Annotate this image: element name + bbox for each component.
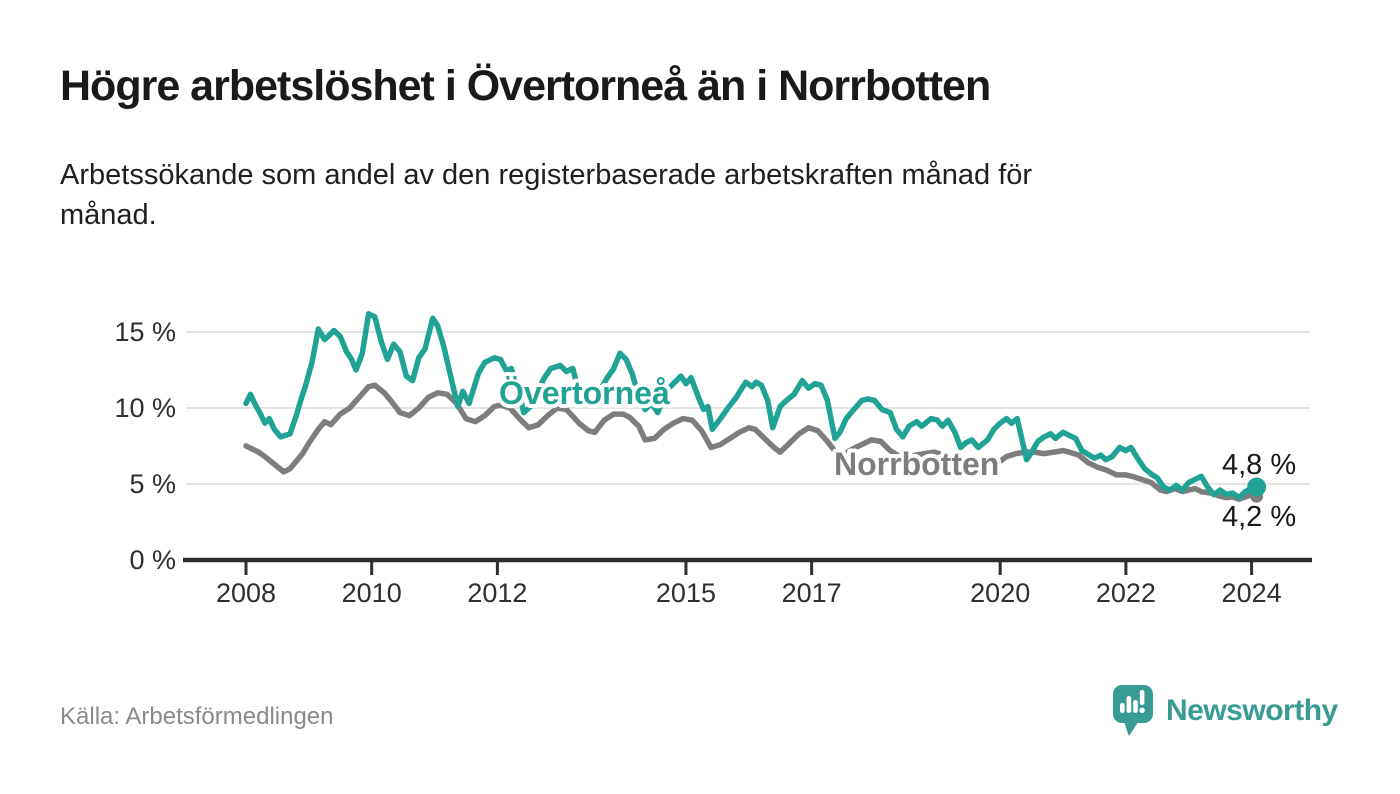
y-tick-label: 5 % xyxy=(129,469,176,499)
subtitle-line-2: månad. xyxy=(60,199,157,232)
x-tick-label: 2012 xyxy=(467,578,527,608)
y-tick-label: 0 % xyxy=(129,545,176,575)
y-tick-label: 15 % xyxy=(114,317,176,347)
bar-1 xyxy=(1120,703,1125,713)
overtornea-end-value-label: 4,8 % xyxy=(1222,449,1296,481)
x-tick-label: 2022 xyxy=(1096,578,1156,608)
norrbotten-series-label: Norrbotten xyxy=(834,446,999,482)
brand-wordmark: Newsworthy xyxy=(1166,694,1338,727)
exclamation-bar xyxy=(1139,690,1145,705)
y-axis-labels: 0 % 5 % 10 % 15 % xyxy=(114,317,176,575)
chart-subtitle: Arbetssökande som andel av den registerb… xyxy=(60,155,1300,235)
x-tick-label: 2024 xyxy=(1222,578,1282,608)
subtitle-line-1: Arbetssökande som andel av den registerb… xyxy=(60,159,1033,191)
brand-logo: Newsworthy xyxy=(1112,684,1338,738)
bar-2 xyxy=(1126,696,1132,713)
grid-lines xyxy=(186,331,1310,485)
page-title: Högre arbetslöshet i Övertorneå än i Nor… xyxy=(60,62,991,110)
overtornea-series-label: Övertorneå xyxy=(499,375,670,411)
exclamation-dot xyxy=(1139,707,1145,713)
bubble-shape xyxy=(1113,685,1153,736)
x-tick-label: 2015 xyxy=(656,578,716,608)
norrbotten-line xyxy=(243,382,1260,502)
newsworthy-bubble-chart-icon xyxy=(1113,685,1153,736)
x-tick-label: 2017 xyxy=(782,578,842,608)
x-axis-labels: 2008 2010 2012 2015 2017 2020 2022 2024 xyxy=(216,578,1282,608)
x-tick-label: 2020 xyxy=(970,578,1030,608)
series-lines xyxy=(243,311,1260,502)
bar-3 xyxy=(1133,700,1138,713)
x-axis-ticks xyxy=(244,561,1254,575)
x-tick-label: 2008 xyxy=(216,578,276,608)
source-note: Källa: Arbetsförmedlingen xyxy=(60,703,334,730)
y-tick-label: 10 % xyxy=(114,393,176,423)
övertorneå-line xyxy=(243,311,1260,501)
norrbotten-end-value-label: 4,2 % xyxy=(1222,501,1296,533)
x-tick-label: 2010 xyxy=(342,578,402,608)
overtornea-end-dot xyxy=(1247,477,1267,497)
